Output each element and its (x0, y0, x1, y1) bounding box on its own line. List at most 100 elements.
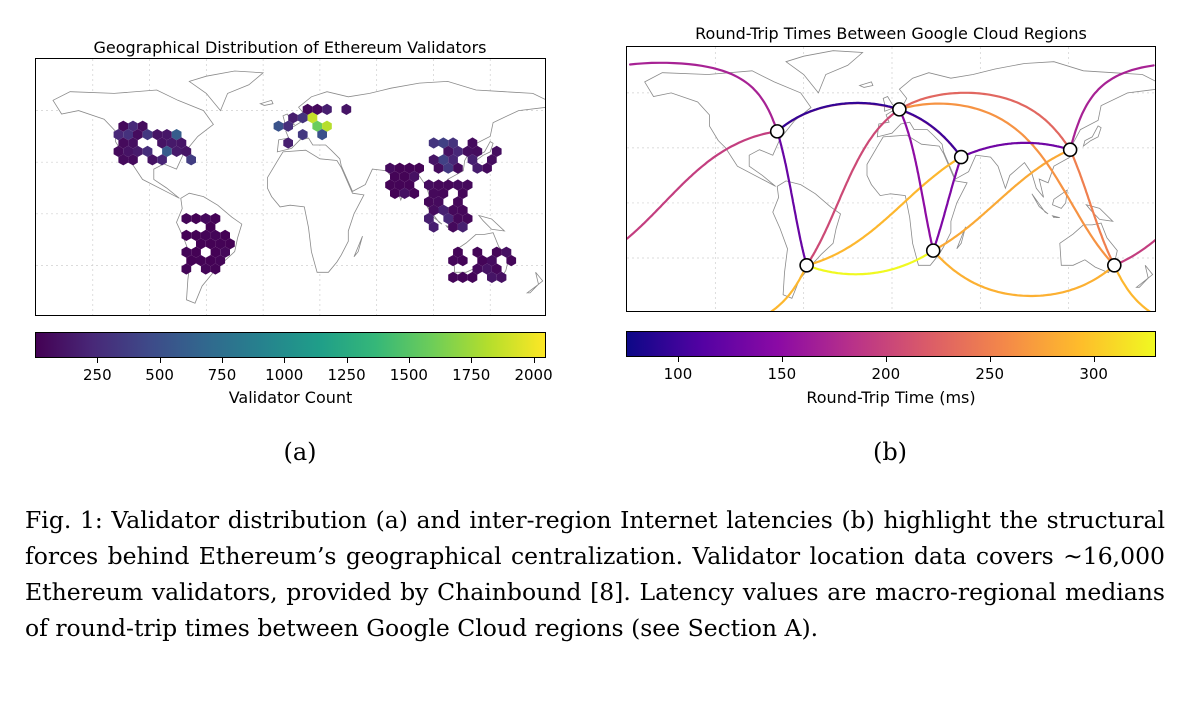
validator-hexbin (453, 246, 463, 258)
latency-colorbar-tick: 150 (767, 365, 797, 383)
validator-hexbin (428, 137, 439, 149)
latency-arc (629, 61, 1155, 151)
validator-hexbin (487, 255, 497, 267)
panel-a-title: Geographical Distribution of Ethereum Va… (93, 38, 487, 57)
coastline (644, 70, 812, 187)
validator-hexbin (205, 255, 216, 267)
validator-hexbin (462, 145, 473, 157)
validator-hexbin (186, 154, 196, 166)
validator-hexbin (394, 179, 405, 191)
validator-hexbin (491, 246, 502, 258)
validator-hexbin (462, 179, 473, 191)
validator-colorbar-tick: 1500 (389, 366, 428, 384)
validator-hexbin (487, 271, 497, 283)
validator-colorbar-tickmark (284, 358, 286, 363)
latency-map-canvas (627, 47, 1155, 311)
validator-hexbin (113, 129, 124, 141)
region-nodes (769, 102, 1122, 273)
validator-hexbin (312, 120, 323, 132)
validator-hexbin (142, 129, 153, 141)
validator-hexbin (438, 204, 449, 216)
validator-hexbin (404, 162, 415, 174)
region-node (1062, 142, 1078, 158)
coastline (1051, 215, 1060, 218)
validator-hexbin (424, 196, 434, 208)
latency-arc (627, 130, 1155, 267)
validator-hexbin (462, 213, 473, 225)
figure-caption-text: Fig. 1: Validator distribution (a) and i… (25, 506, 1165, 642)
validator-hexbin (443, 179, 454, 191)
validator-colorbar-tickmark (97, 358, 99, 363)
validator-hexbin (385, 162, 395, 174)
validator-hexbin (200, 263, 211, 275)
validator-colorbar-tickmark (346, 358, 348, 363)
validator-hexbin (448, 255, 458, 267)
validator-hexbin (491, 263, 502, 275)
validator-hexbin (273, 120, 284, 132)
validator-hexbin (438, 187, 449, 199)
latency-colorbar-tickmark (677, 357, 679, 362)
validator-hexbin (390, 171, 400, 183)
validator-hexbin (443, 213, 454, 225)
validator-hexbin (457, 187, 468, 199)
coastline (267, 149, 365, 273)
validator-hexbin (123, 129, 133, 141)
validator-hexbin (424, 213, 434, 225)
validator-hexbin (118, 154, 129, 166)
coastline (525, 272, 544, 294)
validator-hexbin (341, 103, 352, 115)
validator-hexbin (220, 246, 230, 258)
validator-hexbin (501, 246, 512, 258)
region-node (1107, 258, 1122, 273)
validator-hexbin (317, 129, 327, 141)
latency-arc (960, 141, 1072, 159)
validator-hexbin (210, 246, 221, 258)
latency-arc (1069, 148, 1116, 267)
validator-hexbin (128, 137, 138, 149)
validator-hexbin (448, 271, 458, 283)
validator-hexbin (496, 271, 507, 283)
latency-colorbar-tickmark (1093, 357, 1095, 362)
latency-colorbar-label: Round-Trip Time (ms) (806, 388, 976, 407)
validator-hexbin (205, 238, 216, 250)
validator-hexbin (453, 213, 463, 225)
validator-hexbin (162, 129, 172, 141)
validator-hexbin (453, 179, 463, 191)
validator-hexbin (200, 213, 211, 225)
latency-arc (776, 101, 901, 133)
validator-hexbin (472, 246, 483, 258)
coastline (1031, 193, 1049, 215)
validator-hexbin (438, 137, 449, 149)
latency-colorbar-tickmark (781, 357, 783, 362)
validator-hexbin (428, 154, 439, 166)
validator-hexbin (428, 204, 439, 216)
validator-hexbin (123, 145, 133, 157)
validator-hexbin (457, 255, 468, 267)
region-node (769, 124, 785, 139)
validator-colorbar-tickmark (159, 358, 161, 363)
validator-colorbar-tick: 500 (145, 366, 174, 384)
coastline (866, 134, 968, 266)
latency-arc (932, 148, 1072, 252)
validator-hexbin (472, 145, 483, 157)
latency-colorbar-tickmark (885, 357, 887, 362)
validator-hexbin (457, 221, 468, 233)
validator-hexbin (210, 263, 221, 275)
validator-hexbin (448, 204, 458, 216)
figure-caption: Fig. 1: Validator distribution (a) and i… (25, 502, 1165, 646)
validator-hexbin (433, 162, 444, 174)
validator-hexbin (171, 145, 182, 157)
latency-arc (932, 156, 963, 252)
validator-colorbar-tickmark (408, 358, 410, 363)
validator-hexbin (283, 137, 293, 149)
validator-hexbin (157, 137, 167, 149)
latency-map (626, 46, 1156, 312)
validator-hexbin (176, 137, 187, 149)
validator-hexbin (448, 137, 458, 149)
validator-colorbar-tick: 250 (82, 366, 112, 384)
coastline (353, 236, 363, 258)
validator-hexbin (196, 238, 206, 250)
region-node (925, 243, 941, 258)
validator-colorbar (35, 332, 546, 358)
validator-hexbin (487, 154, 497, 166)
